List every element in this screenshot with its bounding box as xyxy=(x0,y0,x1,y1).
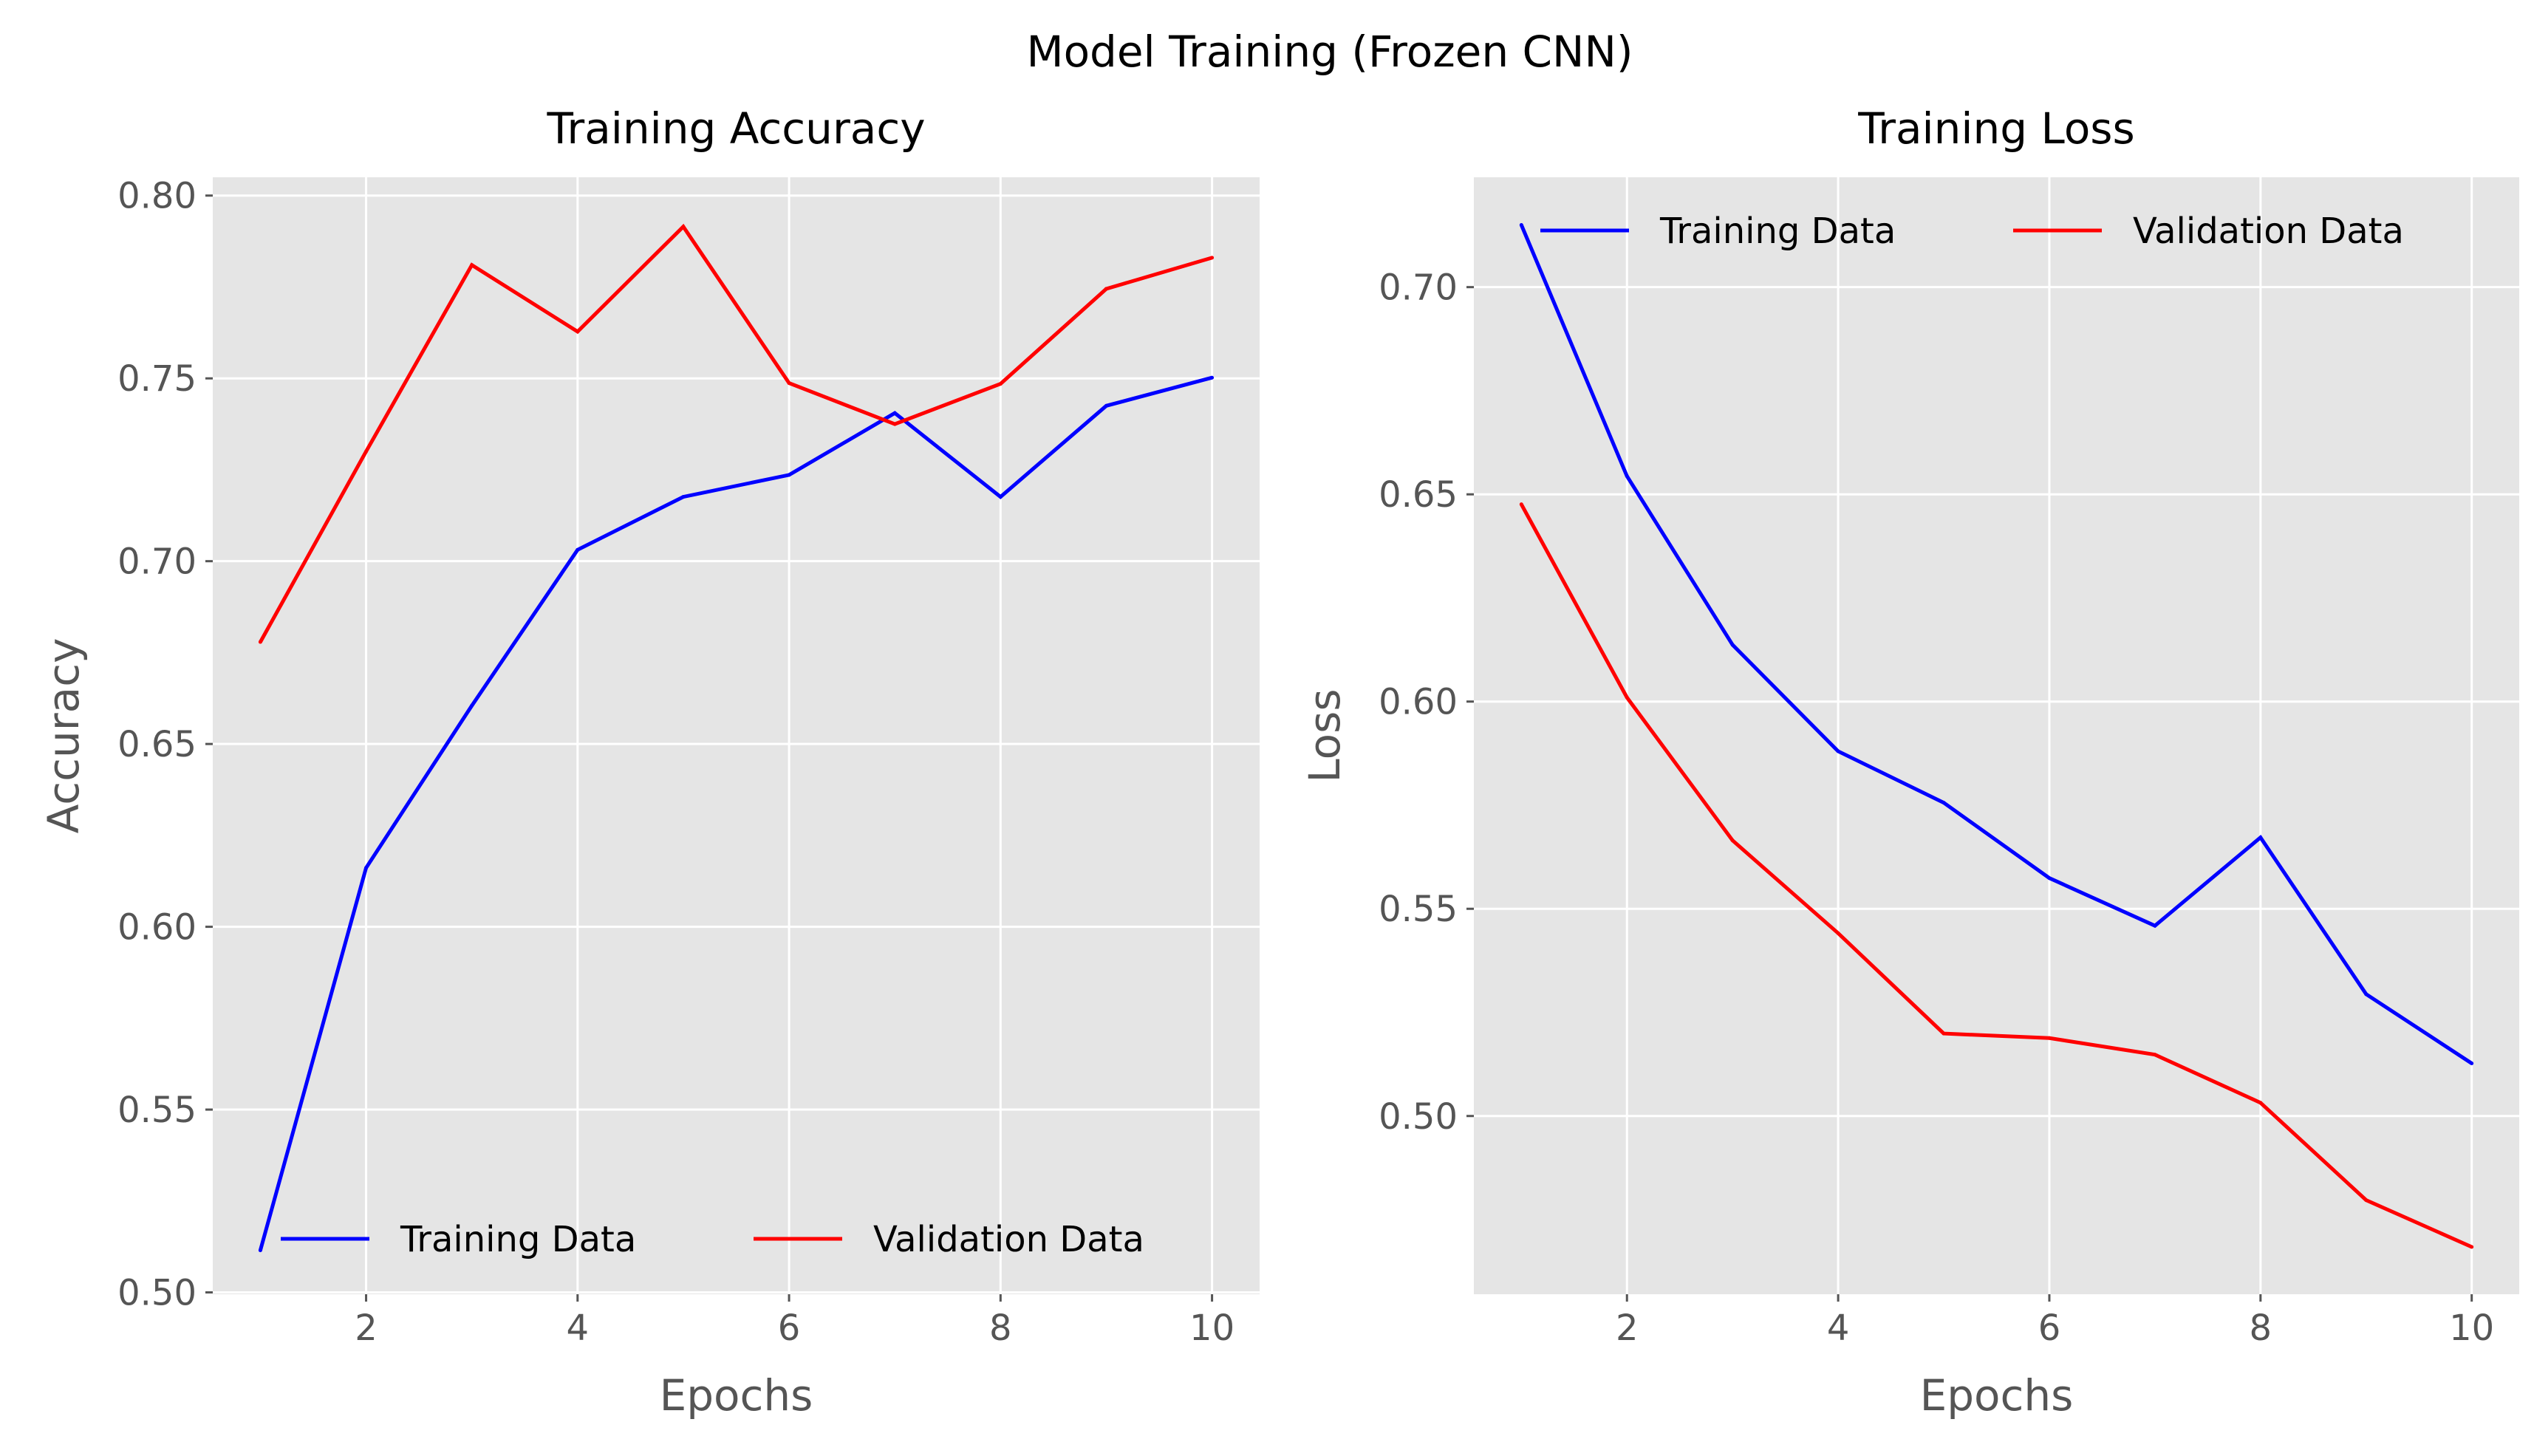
loss-x-tick-label-3: 8 xyxy=(2250,1308,2272,1349)
accuracy-series-validation-data-point-4 xyxy=(681,225,686,229)
accuracy-x-tick-label-0: 2 xyxy=(355,1308,378,1349)
loss-x-tick-label-1: 4 xyxy=(1827,1308,1850,1349)
loss-x-tick-label-4: 10 xyxy=(2449,1308,2494,1349)
accuracy-x-tick-label-2: 6 xyxy=(778,1308,801,1349)
loss-series-training-data-point-0 xyxy=(1519,223,1523,228)
loss-series-validation-data-point-0 xyxy=(1519,502,1523,507)
loss-series-training-data-point-2 xyxy=(1730,643,1735,647)
accuracy-y-tick-label-3: 0.65 xyxy=(117,724,197,765)
accuracy-series-validation-data-point-7 xyxy=(998,382,1003,386)
loss-x-tick-label-2: 6 xyxy=(2038,1308,2061,1349)
accuracy-y-tick-label-6: 0.80 xyxy=(117,176,197,217)
accuracy-series-validation-data-point-0 xyxy=(258,640,262,644)
loss-series-training-data-line xyxy=(1519,224,2473,1065)
loss-series-validation-data-point-9 xyxy=(2470,1245,2474,1249)
accuracy-series-training-data-point-6 xyxy=(892,411,897,415)
accuracy-x-axis-label: Epochs xyxy=(660,1370,813,1421)
accuracy-series-validation-data-point-1 xyxy=(364,449,369,454)
loss-y-tick-label-2: 0.60 xyxy=(1379,682,1458,723)
accuracy-series-validation-data-point-6 xyxy=(892,422,897,426)
loss-y-axis-label: Loss xyxy=(1300,688,1350,782)
loss-series-training-data-point-7 xyxy=(2258,835,2263,840)
accuracy-series-training-data-line xyxy=(258,375,1213,1251)
loss-x-axis-label: Epochs xyxy=(1920,1370,2074,1421)
loss-y-tick-label-1: 0.55 xyxy=(1379,889,1458,930)
loss-series-training-data-point-6 xyxy=(2153,923,2157,928)
loss-series-validation-data-line xyxy=(1520,503,2473,1249)
accuracy-x-tick-label-3: 8 xyxy=(989,1308,1012,1349)
accuracy-series-validation-data-line xyxy=(259,223,1213,643)
loss-chart: 2 4 6 8 10 0.50 0.55 0.60 0.65 0.70 Training Loss E… xyxy=(1300,103,2519,1421)
accuracy-y-tick-label-0: 0.50 xyxy=(117,1273,197,1314)
accuracy-series-training-data-point-1 xyxy=(364,866,369,870)
accuracy-y-tick-label-2: 0.60 xyxy=(117,907,197,949)
accuracy-y-tick-label-1: 0.55 xyxy=(117,1090,197,1131)
accuracy-y-axis-label: Accuracy xyxy=(38,638,89,834)
loss-series-training-data-point-8 xyxy=(2364,992,2369,997)
accuracy-series-training-data-point-9 xyxy=(1210,375,1215,380)
loss-y-tick-label-4: 0.70 xyxy=(1379,267,1458,309)
accuracy-legend-label-training-data: Training Data xyxy=(400,1219,636,1260)
loss-legend-label-training-data: Training Data xyxy=(1659,211,1896,252)
loss-x-tick-label-0: 2 xyxy=(1616,1308,1639,1349)
loss-series-training-data-point-3 xyxy=(1836,749,1840,753)
loss-series-validation-data-point-1 xyxy=(1625,695,1629,700)
loss-series-validation-data-point-7 xyxy=(2258,1101,2263,1105)
loss-series-training-data-point-9 xyxy=(2470,1062,2474,1066)
accuracy-series-validation-data-point-5 xyxy=(787,381,791,386)
loss-series-training-data-point-4 xyxy=(1942,801,1946,805)
accuracy-series-training-data-point-4 xyxy=(681,495,686,499)
loss-series-validation-data-point-2 xyxy=(1730,838,1735,843)
loss-chart-title: Training Loss xyxy=(1857,103,2135,154)
loss-plot-area xyxy=(1474,177,2519,1294)
accuracy-series-training-data-point-3 xyxy=(576,547,580,552)
accuracy-series-validation-data-point-3 xyxy=(576,329,580,334)
accuracy-series-validation-data-point-8 xyxy=(1104,287,1108,291)
loss-series-validation-data-point-6 xyxy=(2153,1053,2157,1057)
accuracy-series-training-data-point-7 xyxy=(998,495,1003,499)
loss-series-validation-data-point-3 xyxy=(1836,931,1840,935)
accuracy-plot-area xyxy=(213,177,1260,1294)
loss-y-tick-label-3: 0.65 xyxy=(1379,474,1458,516)
accuracy-series-validation-data-point-9 xyxy=(1210,256,1215,260)
accuracy-y-tick-label-5: 0.75 xyxy=(117,358,197,400)
loss-series-training-data-point-1 xyxy=(1625,474,1629,479)
accuracy-series-training-data-point-0 xyxy=(258,1248,262,1253)
loss-series-validation-data-point-8 xyxy=(2364,1198,2369,1203)
accuracy-chart-title: Training Accuracy xyxy=(546,103,925,154)
loss-series-training-data-point-5 xyxy=(2047,876,2052,881)
figure-suptitle: Model Training (Frozen CNN) xyxy=(1027,27,1633,77)
accuracy-legend-label-validation-data: Validation Data xyxy=(873,1219,1144,1260)
accuracy-y-tick-label-4: 0.70 xyxy=(117,541,197,583)
accuracy-x-tick-label-4: 10 xyxy=(1189,1308,1234,1349)
accuracy-series-validation-data-point-2 xyxy=(470,263,474,267)
accuracy-x-tick-label-1: 4 xyxy=(567,1308,590,1349)
loss-legend-label-validation-data: Validation Data xyxy=(2133,211,2404,252)
loss-series-validation-data-point-5 xyxy=(2047,1036,2052,1040)
loss-y-tick-label-0: 0.50 xyxy=(1379,1096,1458,1138)
accuracy-chart: 2 4 6 8 10 0.50 0.55 0.60 0.65 0.70 0.75 0.80 Traini… xyxy=(38,103,1260,1421)
accuracy-series-training-data-point-2 xyxy=(470,703,474,708)
loss-series-validation-data-point-4 xyxy=(1942,1031,1946,1036)
accuracy-series-training-data-point-5 xyxy=(787,473,791,477)
accuracy-series-training-data-point-8 xyxy=(1104,403,1108,408)
